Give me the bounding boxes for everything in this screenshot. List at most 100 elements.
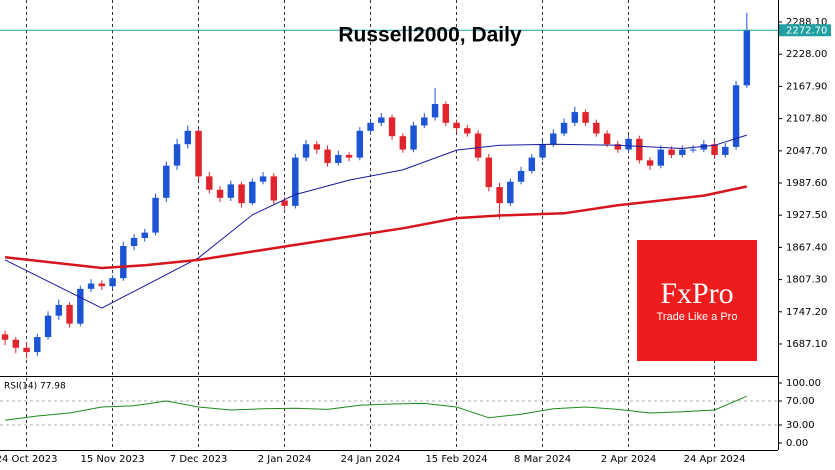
candle-body <box>23 347 30 353</box>
candle-body <box>399 136 407 150</box>
candle-body <box>12 339 20 348</box>
candle-body <box>216 189 224 198</box>
last-price-box <box>779 24 831 37</box>
candle-body <box>474 133 482 158</box>
moving-average <box>4 185 748 270</box>
candle-body <box>571 112 579 123</box>
candle-body <box>130 237 138 246</box>
y-tick-label: 2047.70 <box>786 146 827 157</box>
candle-body <box>593 122 600 134</box>
x-tick-label: 2 Jan 2024 <box>258 454 312 465</box>
candle-body <box>324 149 331 163</box>
candle-body <box>184 130 192 145</box>
y-tick-label: 2107.80 <box>786 114 827 125</box>
x-tick-label: 8 Mar 2024 <box>514 454 571 465</box>
x-tick-label: 24 Apr 2024 <box>684 454 746 465</box>
candle-body <box>378 117 385 123</box>
candle-body <box>141 232 149 238</box>
y-tick-label: 1987.60 <box>786 178 827 189</box>
candle-body <box>657 149 665 166</box>
candle-body <box>582 112 589 123</box>
candle-body <box>313 144 321 150</box>
chart-title: Russell2000, Daily <box>338 24 522 47</box>
candle-body <box>1 334 9 340</box>
candle-body <box>743 30 751 86</box>
candle-body <box>625 138 632 150</box>
candle-body <box>431 104 439 118</box>
candle-body <box>227 184 235 198</box>
x-tick-label: 24 Oct 2023 <box>0 454 57 465</box>
x-tick-label: 7 Dec 2023 <box>170 454 228 465</box>
y-tick-label: 2167.90 <box>786 81 827 92</box>
candle-body <box>410 125 417 150</box>
candle-body <box>77 288 84 324</box>
candle-body <box>550 133 557 145</box>
rsi-line <box>5 395 747 421</box>
candle-body <box>421 117 428 126</box>
candle-body <box>668 149 675 155</box>
x-tick-label: 15 Nov 2023 <box>81 454 145 465</box>
plot-layer <box>0 0 778 450</box>
rsi-label: RSI(14) 77.98 <box>4 382 66 392</box>
candle-body <box>679 149 686 155</box>
candle-body <box>195 130 202 177</box>
candle-body <box>34 337 41 353</box>
candle-body <box>539 144 546 158</box>
candle-body <box>603 133 611 145</box>
candle-body <box>87 283 95 289</box>
y-tick-label: 2228.00 <box>786 49 827 60</box>
candle-body <box>442 104 450 123</box>
candle-body <box>689 149 697 151</box>
candle-body <box>66 304 73 324</box>
candle-body <box>496 187 503 204</box>
y-tick-label: 1687.10 <box>786 339 827 350</box>
candle-body <box>249 181 256 204</box>
candle-body <box>238 184 245 204</box>
y-tick-label: 2288.10 <box>786 17 827 28</box>
candle-body <box>152 197 159 233</box>
candle-body <box>464 128 471 134</box>
x-tick-label: 24 Jan 2024 <box>341 454 401 465</box>
candle-body <box>163 165 170 198</box>
candle-body <box>560 122 568 134</box>
candle-body <box>485 157 493 188</box>
candle-body <box>345 154 353 158</box>
candle-body <box>528 157 536 171</box>
candle-body <box>292 157 299 206</box>
y-tick-label: 30.00 <box>786 420 815 431</box>
candle-body <box>711 144 718 155</box>
candle-body <box>614 144 622 150</box>
candle-body <box>646 160 654 166</box>
candle-body <box>507 181 514 204</box>
logo-tagline: Trade Like a Pro <box>657 311 738 323</box>
candle-body <box>109 278 116 287</box>
candle-body <box>98 283 106 287</box>
candle-body <box>302 144 310 158</box>
candle-body <box>517 171 525 182</box>
y-tick-label: 70.00 <box>786 396 815 407</box>
candle-body <box>206 176 213 190</box>
candle-body <box>388 117 396 137</box>
candle-body <box>636 138 643 161</box>
candle-body <box>367 122 374 131</box>
candle-body <box>732 85 740 147</box>
candle-body <box>722 146 729 155</box>
moving-average <box>4 134 747 309</box>
x-tick-label: 2 Apr 2024 <box>601 454 656 465</box>
y-tick-label: 1927.50 <box>786 210 827 221</box>
candle-body <box>356 130 364 158</box>
candle-body <box>270 176 278 201</box>
candle-body <box>55 304 63 316</box>
candle-body <box>173 144 181 166</box>
candle-body <box>281 200 288 206</box>
candle-body <box>335 154 342 163</box>
logo-brand: FxPro <box>660 277 733 310</box>
last-price-label: 2272.70 <box>786 25 827 36</box>
candle-body <box>700 144 708 150</box>
logo-box <box>637 240 757 361</box>
y-tick-label: 100.00 <box>786 378 821 389</box>
y-tick-label: 1747.20 <box>786 307 827 318</box>
